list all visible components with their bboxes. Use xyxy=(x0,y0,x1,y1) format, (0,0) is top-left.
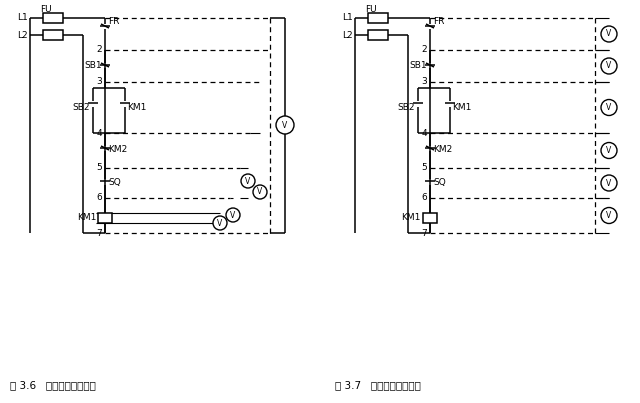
Text: L2: L2 xyxy=(342,31,353,39)
Circle shape xyxy=(226,208,240,222)
Text: V: V xyxy=(257,187,262,197)
Circle shape xyxy=(601,100,617,116)
Text: V: V xyxy=(606,179,612,187)
Text: L1: L1 xyxy=(342,13,353,23)
Circle shape xyxy=(241,174,255,188)
Bar xyxy=(423,213,437,223)
Text: V: V xyxy=(230,210,236,220)
Text: FR: FR xyxy=(433,17,444,25)
Circle shape xyxy=(601,26,617,42)
Bar xyxy=(43,30,63,40)
Text: 6: 6 xyxy=(421,193,427,202)
Text: V: V xyxy=(606,29,612,39)
Circle shape xyxy=(601,175,617,191)
Text: KM1: KM1 xyxy=(402,214,421,222)
Text: FR: FR xyxy=(108,17,120,25)
Circle shape xyxy=(253,185,267,199)
Bar xyxy=(368,13,388,23)
Circle shape xyxy=(601,208,617,224)
Text: SB1: SB1 xyxy=(84,60,102,69)
Text: 5: 5 xyxy=(96,164,102,172)
Bar xyxy=(98,213,112,223)
Text: 3: 3 xyxy=(421,77,427,87)
Text: V: V xyxy=(282,120,287,129)
Text: 7: 7 xyxy=(96,229,102,237)
Bar xyxy=(43,13,63,23)
Text: V: V xyxy=(606,146,612,155)
Circle shape xyxy=(276,116,294,134)
Text: KM1: KM1 xyxy=(127,104,147,112)
Text: SQ: SQ xyxy=(108,179,121,187)
Text: SB1: SB1 xyxy=(410,60,427,69)
Text: SB2: SB2 xyxy=(72,104,90,112)
Text: SQ: SQ xyxy=(433,179,445,187)
Text: 4: 4 xyxy=(97,129,102,137)
Text: KM1: KM1 xyxy=(452,104,472,112)
Text: FU: FU xyxy=(365,4,377,13)
Text: V: V xyxy=(245,177,251,185)
Text: KM1: KM1 xyxy=(77,214,96,222)
Text: 2: 2 xyxy=(97,46,102,54)
Text: 5: 5 xyxy=(421,164,427,172)
Text: L1: L1 xyxy=(17,13,28,23)
Text: 图 3.6   电压的分阶测量法: 图 3.6 电压的分阶测量法 xyxy=(10,380,96,390)
Text: FU: FU xyxy=(40,4,52,13)
Text: SB2: SB2 xyxy=(397,104,415,112)
Text: V: V xyxy=(606,103,612,112)
Text: 6: 6 xyxy=(96,193,102,202)
Text: KM2: KM2 xyxy=(433,145,452,154)
Text: 3: 3 xyxy=(96,77,102,87)
Text: L2: L2 xyxy=(17,31,28,39)
Text: 2: 2 xyxy=(421,46,427,54)
Text: 图 3.7   电压的分段测量法: 图 3.7 电压的分段测量法 xyxy=(335,380,421,390)
Text: KM2: KM2 xyxy=(108,145,127,154)
Text: V: V xyxy=(218,218,223,228)
Text: 7: 7 xyxy=(421,229,427,237)
Text: V: V xyxy=(606,211,612,220)
Circle shape xyxy=(601,143,617,158)
Circle shape xyxy=(213,216,227,230)
Text: V: V xyxy=(606,62,612,71)
Text: 4: 4 xyxy=(421,129,427,137)
Circle shape xyxy=(601,58,617,74)
Bar xyxy=(368,30,388,40)
